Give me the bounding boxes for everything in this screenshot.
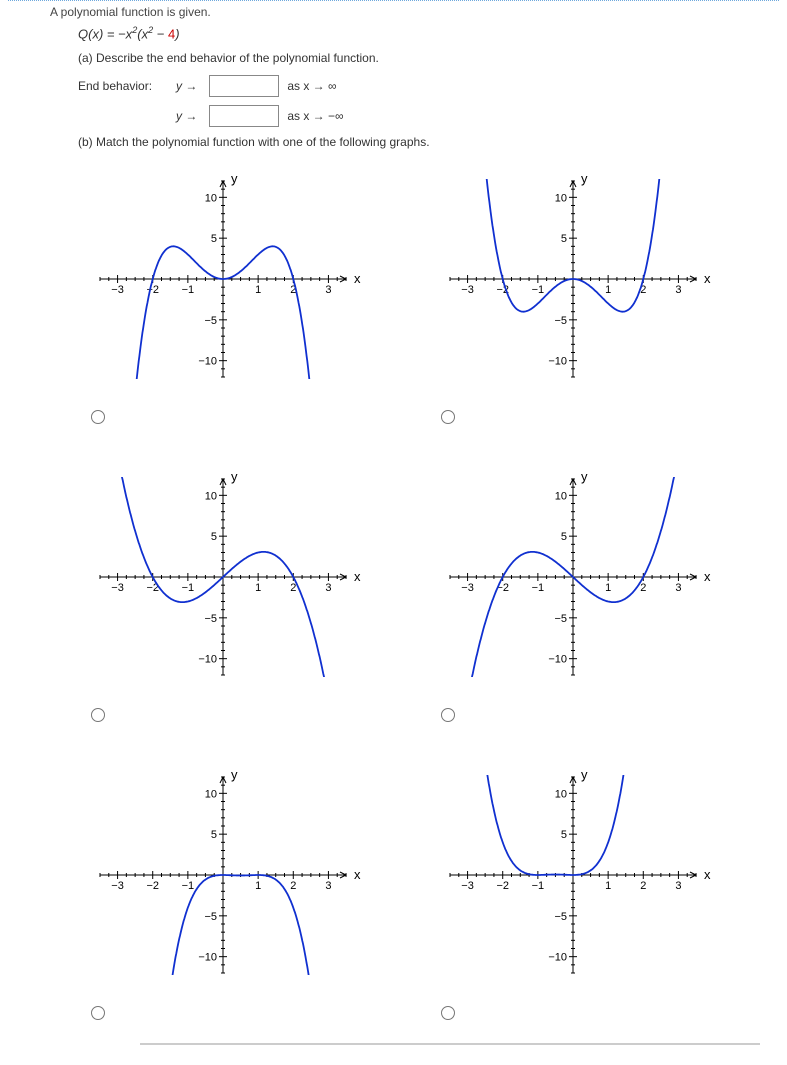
svg-text:3: 3 [675, 284, 681, 296]
svg-text:−1: −1 [531, 880, 544, 892]
graph-radio-3[interactable] [91, 708, 105, 722]
svg-text:2: 2 [290, 880, 296, 892]
svg-text:−5: −5 [204, 315, 217, 327]
svg-text:1: 1 [255, 284, 261, 296]
part-b-text: (b) Match the polynomial function with o… [78, 135, 737, 149]
end-behavior-input-neg[interactable] [209, 105, 279, 127]
svg-text:−5: −5 [554, 613, 567, 625]
svg-text:y: y [581, 171, 588, 186]
svg-text:−1: −1 [182, 880, 195, 892]
svg-text:−3: −3 [461, 284, 474, 296]
svg-text:−3: −3 [111, 582, 124, 594]
svg-text:−10: −10 [198, 952, 217, 964]
svg-text:y: y [581, 469, 588, 484]
graph-radio-6[interactable] [441, 1006, 455, 1020]
svg-text:x: x [704, 271, 711, 286]
svg-text:1: 1 [605, 284, 611, 296]
end-behavior-label: End behavior: [78, 79, 170, 93]
svg-text:1: 1 [255, 880, 261, 892]
svg-text:−1: −1 [182, 284, 195, 296]
svg-text:−10: −10 [198, 356, 217, 368]
graph-option-2: −3−2−1123−10−5510xy [428, 159, 738, 427]
svg-text:2: 2 [640, 880, 646, 892]
svg-text:5: 5 [211, 531, 217, 543]
graph-option-4: −3−2−1123−10−5510xy [428, 457, 738, 725]
svg-text:3: 3 [325, 284, 331, 296]
svg-text:y: y [231, 171, 238, 186]
svg-text:−10: −10 [198, 654, 217, 666]
svg-text:1: 1 [605, 582, 611, 594]
graph-option-5: −3 −2 −1 1 2 3 −10 −5 5 10 x y [78, 755, 388, 1023]
svg-text:5: 5 [560, 829, 566, 841]
graph-svg-6: −3 −2 −1 1 2 3 −10 −5 5 10 x y [428, 755, 718, 995]
graph-svg-2: −3−2−1123−10−5510xy [428, 159, 718, 399]
part-a-text: (a) Describe the end behavior of the pol… [78, 51, 737, 65]
condition-neg-inf: as x → −∞ [287, 109, 343, 123]
svg-text:−5: −5 [204, 613, 217, 625]
svg-text:−10: −10 [548, 356, 567, 368]
svg-text:−5: −5 [554, 911, 567, 923]
svg-text:10: 10 [554, 193, 566, 205]
svg-text:−3: −3 [461, 582, 474, 594]
svg-text:y: y [231, 767, 238, 782]
svg-text:y: y [231, 469, 238, 484]
svg-text:5: 5 [560, 531, 566, 543]
svg-text:5: 5 [211, 829, 217, 841]
svg-text:−1: −1 [531, 582, 544, 594]
end-behavior-input-pos[interactable] [209, 75, 279, 97]
y-arrow-label-2: y → [176, 109, 197, 123]
svg-text:−1: −1 [531, 284, 544, 296]
svg-text:−5: −5 [204, 911, 217, 923]
graph-svg-1: −3−2−1123−10−5510xy [78, 159, 368, 399]
formula: Q(x) = −x2(x2 − 4) [78, 25, 737, 41]
svg-text:−10: −10 [548, 654, 567, 666]
svg-text:−5: −5 [554, 315, 567, 327]
svg-text:3: 3 [325, 880, 331, 892]
graph-radio-5[interactable] [91, 1006, 105, 1020]
svg-text:3: 3 [675, 880, 681, 892]
graph-option-6: −3 −2 −1 1 2 3 −10 −5 5 10 x y [428, 755, 738, 1023]
svg-text:3: 3 [675, 582, 681, 594]
svg-text:x: x [354, 569, 361, 584]
condition-pos-inf: as x → ∞ [287, 79, 336, 93]
svg-text:x: x [354, 867, 361, 882]
y-arrow-label: y → [176, 79, 197, 93]
graph-option-1: −3−2−1123−10−5510xy [78, 159, 388, 427]
graph-svg-4: −3−2−1123−10−5510xy [428, 457, 718, 697]
graph-svg-5: −3 −2 −1 1 2 3 −10 −5 5 10 x y [78, 755, 368, 995]
divider [140, 1043, 760, 1045]
svg-text:−3: −3 [111, 880, 124, 892]
svg-text:x: x [354, 271, 361, 286]
svg-text:5: 5 [560, 233, 566, 245]
svg-text:10: 10 [205, 193, 217, 205]
svg-text:5: 5 [211, 233, 217, 245]
svg-text:1: 1 [255, 582, 261, 594]
svg-text:−10: −10 [548, 952, 567, 964]
question-title: A polynomial function is given. [50, 5, 737, 19]
svg-text:10: 10 [205, 491, 217, 503]
svg-text:−1: −1 [182, 582, 195, 594]
graph-radio-2[interactable] [441, 410, 455, 424]
graph-svg-3: −3−2−1123−10−5510xy [78, 457, 368, 697]
svg-text:−2: −2 [146, 880, 159, 892]
graph-option-3: −3−2−1123−10−5510xy [78, 457, 388, 725]
svg-text:y: y [581, 767, 588, 782]
graph-radio-1[interactable] [91, 410, 105, 424]
svg-text:2: 2 [290, 582, 296, 594]
svg-text:−3: −3 [111, 284, 124, 296]
svg-text:2: 2 [640, 582, 646, 594]
svg-text:x: x [704, 867, 711, 882]
svg-text:3: 3 [325, 582, 331, 594]
svg-text:10: 10 [205, 789, 217, 801]
svg-text:−2: −2 [496, 880, 509, 892]
svg-text:1: 1 [605, 880, 611, 892]
svg-text:10: 10 [554, 789, 566, 801]
svg-text:10: 10 [554, 491, 566, 503]
svg-text:−3: −3 [461, 880, 474, 892]
graph-radio-4[interactable] [441, 708, 455, 722]
svg-text:x: x [704, 569, 711, 584]
